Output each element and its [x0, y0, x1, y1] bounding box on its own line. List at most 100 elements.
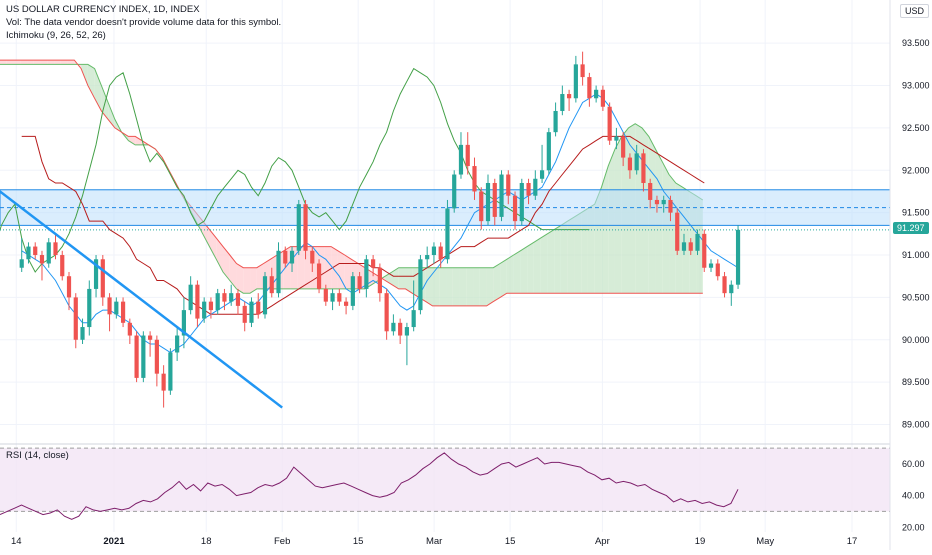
candle[interactable]	[560, 85, 565, 116]
candle[interactable]	[607, 102, 612, 145]
candle[interactable]	[120, 297, 126, 328]
candle[interactable]	[600, 85, 605, 111]
candle[interactable]	[289, 246, 295, 272]
candle-body[interactable]	[668, 199, 673, 213]
candle[interactable]	[256, 293, 261, 319]
candle[interactable]	[445, 199, 450, 264]
candle-body[interactable]	[310, 250, 315, 264]
candle-body[interactable]	[242, 305, 247, 323]
candle[interactable]	[533, 170, 538, 200]
candle-body[interactable]	[215, 293, 220, 311]
candle[interactable]	[465, 132, 470, 175]
candle-body[interactable]	[53, 242, 58, 256]
candle-body[interactable]	[600, 89, 605, 107]
candle[interactable]	[702, 229, 707, 272]
candle-body[interactable]	[438, 246, 443, 260]
candle[interactable]	[418, 255, 423, 315]
candle[interactable]	[371, 255, 376, 277]
candle-body[interactable]	[229, 293, 234, 302]
candle-body[interactable]	[398, 322, 403, 336]
candle[interactable]	[181, 297, 186, 349]
candle[interactable]	[303, 199, 308, 260]
candle[interactable]	[614, 127, 619, 150]
candle-body[interactable]	[384, 293, 389, 332]
candle-body[interactable]	[93, 259, 99, 289]
candle-body[interactable]	[168, 352, 173, 391]
candle[interactable]	[648, 178, 653, 209]
candle-body[interactable]	[73, 297, 78, 340]
candle[interactable]	[269, 267, 274, 298]
candle[interactable]	[364, 255, 369, 298]
candle[interactable]	[438, 242, 443, 268]
candle-body[interactable]	[276, 250, 281, 294]
candle[interactable]	[539, 144, 545, 184]
candle-body[interactable]	[202, 301, 207, 319]
candle-body[interactable]	[80, 327, 85, 340]
candle[interactable]	[377, 263, 382, 302]
candle-body[interactable]	[66, 276, 72, 298]
candle-body[interactable]	[222, 293, 227, 302]
candle-body[interactable]	[702, 233, 707, 268]
candle-body[interactable]	[181, 310, 186, 336]
candle-body[interactable]	[19, 259, 24, 268]
candle[interactable]	[296, 199, 301, 256]
candle[interactable]	[222, 288, 227, 311]
candle[interactable]	[229, 284, 234, 306]
candle[interactable]	[195, 280, 200, 328]
candle[interactable]	[479, 187, 484, 230]
candle-body[interactable]	[316, 263, 322, 289]
candle-body[interactable]	[553, 110, 558, 133]
candle-body[interactable]	[533, 178, 538, 196]
candle-body[interactable]	[296, 204, 301, 251]
candle[interactable]	[323, 284, 328, 306]
candle-body[interactable]	[337, 293, 342, 302]
currency-badge[interactable]: USD	[900, 4, 930, 18]
candle-body[interactable]	[39, 255, 45, 264]
candle-body[interactable]	[614, 136, 619, 141]
candle[interactable]	[391, 314, 396, 336]
candle[interactable]	[66, 271, 72, 311]
candle-body[interactable]	[357, 276, 362, 289]
candle-body[interactable]	[512, 195, 518, 222]
candle-body[interactable]	[262, 276, 268, 315]
candle[interactable]	[161, 365, 166, 408]
candle-body[interactable]	[391, 322, 396, 332]
candle[interactable]	[107, 293, 112, 332]
candle-body[interactable]	[688, 242, 693, 251]
price-axis[interactable]: 93.500 93.000 92.500 92.000 91.500 91.000 90.5…	[902, 38, 930, 429]
candle-body[interactable]	[330, 293, 335, 302]
candle[interactable]	[729, 280, 734, 306]
ichimoku-legend[interactable]: Ichimoku (9, 26, 52, 26)	[6, 30, 106, 41]
candle-body[interactable]	[195, 284, 200, 319]
candle[interactable]	[188, 276, 193, 315]
candle[interactable]	[472, 157, 477, 200]
candle[interactable]	[431, 242, 437, 264]
candle-body[interactable]	[506, 174, 511, 196]
rsi-legend[interactable]: RSI (14, close)	[6, 450, 69, 461]
candle[interactable]	[661, 195, 666, 213]
candle[interactable]	[681, 233, 687, 256]
candle[interactable]	[357, 271, 362, 294]
candle-body[interactable]	[418, 259, 423, 311]
candle-body[interactable]	[445, 208, 450, 260]
candle-body[interactable]	[452, 174, 457, 209]
candle[interactable]	[688, 238, 693, 256]
candle-body[interactable]	[499, 174, 504, 217]
candle-body[interactable]	[729, 284, 734, 294]
candle[interactable]	[580, 51, 585, 86]
candle[interactable]	[87, 280, 92, 336]
candle[interactable]	[175, 327, 180, 361]
candle[interactable]	[499, 170, 504, 222]
candle-body[interactable]	[141, 335, 146, 378]
candle[interactable]	[350, 271, 355, 311]
candle-body[interactable]	[127, 322, 132, 336]
candle[interactable]	[654, 195, 660, 213]
candle[interactable]	[114, 297, 119, 319]
candle[interactable]	[276, 242, 281, 298]
candle[interactable]	[458, 132, 464, 179]
candle-body[interactable]	[371, 259, 376, 268]
candle[interactable]	[404, 322, 410, 366]
candle-body[interactable]	[46, 242, 51, 264]
candle-body[interactable]	[161, 373, 166, 391]
candle-body[interactable]	[404, 327, 410, 336]
